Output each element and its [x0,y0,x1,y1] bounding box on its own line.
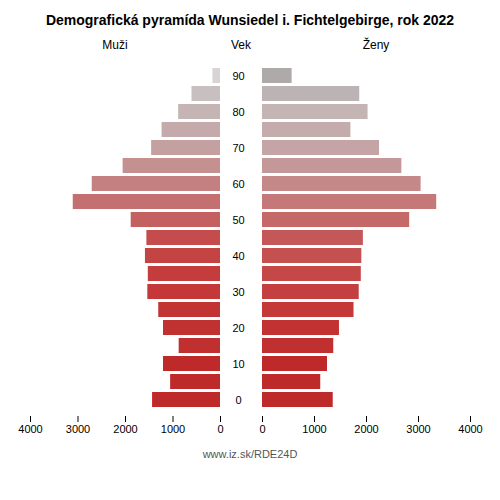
svg-text:0: 0 [235,394,241,406]
svg-text:30: 30 [232,286,244,298]
svg-text:2000: 2000 [354,423,378,435]
html-text:Vek: Vek [231,38,251,52]
svg-text:80: 80 [232,106,244,118]
svg-text:50: 50 [232,214,244,226]
svg-text:20: 20 [232,322,244,334]
svg-text:70: 70 [232,142,244,154]
html-text:Ženy: Ženy [362,38,390,52]
svg-text:60: 60 [232,178,244,190]
svg-text:10: 10 [232,358,244,370]
svg-text:0: 0 [259,423,265,435]
html-text:Demografická pyramída Wunsiede: Demografická pyramída Wunsiedel i. Ficht… [45,12,455,28]
svg-text:4000: 4000 [18,423,42,435]
html-text:www.iz.sk/RDE24D: www.iz.sk/RDE24D [202,448,298,460]
svg-text:0: 0 [217,423,223,435]
svg-text:40: 40 [232,250,244,262]
svg-text:1000: 1000 [161,423,185,435]
svg-text:90: 90 [232,70,244,82]
svg-text:3000: 3000 [406,423,430,435]
svg-text:3000: 3000 [66,423,90,435]
svg-text:4000: 4000 [458,423,482,435]
svg-text:1000: 1000 [302,423,326,435]
html-text:Muži: Muži [102,38,128,52]
svg-text:2000: 2000 [113,423,137,435]
